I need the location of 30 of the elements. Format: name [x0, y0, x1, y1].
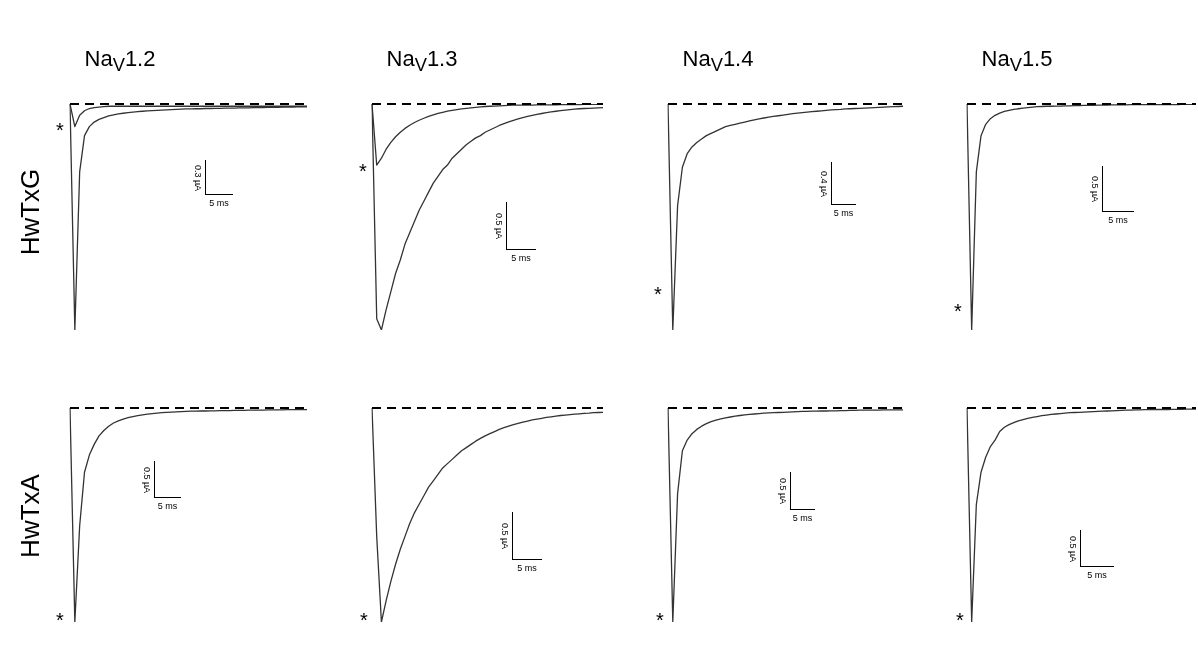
annotation: 0.4 µA [819, 170, 829, 197]
annotation: 5 ms [1108, 215, 1128, 225]
annotation: 0.5 µA [1068, 535, 1078, 562]
text: * [954, 300, 962, 322]
annotation: 5 ms [1087, 570, 1107, 580]
annotation: 0.3 µA [193, 164, 203, 191]
y-axis-title: HwTxA [14, 474, 46, 558]
annotation: 5 ms [209, 198, 229, 208]
text: * [656, 609, 664, 631]
text: * [359, 160, 367, 182]
text: * [956, 609, 964, 631]
annotation: 0.5 µA [494, 212, 504, 240]
annotation: 5 ms [157, 501, 178, 511]
text: * [654, 283, 662, 305]
text: * [56, 119, 64, 141]
y-axis-title: HwTxG [14, 168, 46, 256]
annotation: 5 ms [511, 253, 531, 263]
chart-title: Na$_{V}$1.2 [84, 46, 156, 77]
annotation: 0.5 µA [142, 466, 152, 493]
annotation: 5 ms [833, 208, 854, 218]
chart-title: Na$_{V}$1.5 [981, 46, 1053, 77]
text: * [56, 609, 64, 631]
text: * [360, 609, 368, 631]
chart-title: Na$_{V}$1.4 [682, 46, 754, 77]
annotation: 0.5 µA [1090, 175, 1100, 203]
annotation: 5 ms [517, 563, 537, 573]
annotation: 5 ms [792, 513, 813, 523]
annotation: 0.5 µA [500, 522, 510, 550]
chart-title: Na$_{V}$1.3 [386, 46, 458, 77]
annotation: 0.5 µA [778, 477, 788, 505]
